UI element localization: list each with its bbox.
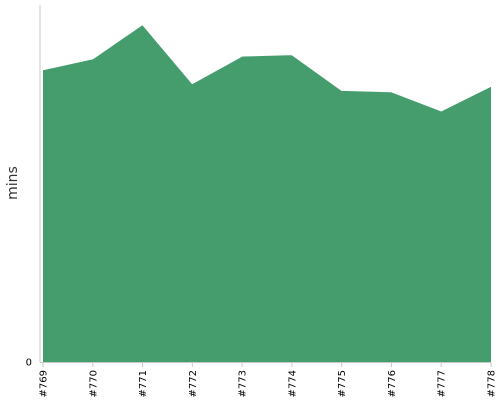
x-tick-label: #770	[88, 370, 99, 397]
area-series-line	[42, 23, 492, 112]
y-axis-ticks: 0	[26, 358, 32, 369]
x-tick-label: #769	[39, 370, 50, 397]
x-tick-label: #772	[188, 370, 199, 397]
x-axis-ticks: #769 #770 #771 #772 #773 #774 #775 #776 #777 #778	[39, 362, 498, 397]
x-tick-label: #773	[238, 370, 249, 397]
y-tick-label: 0	[26, 358, 32, 369]
x-tick-label: #777	[437, 370, 448, 397]
x-tick-label: #778	[487, 370, 498, 397]
x-tick-label: #774	[287, 370, 298, 397]
x-tick-label: #775	[337, 370, 348, 397]
x-tick-label: #771	[138, 370, 149, 397]
plot-area	[42, 23, 492, 362]
y-axis-title: mins	[5, 166, 21, 200]
area-series	[43, 24, 491, 362]
x-tick-label: #776	[387, 370, 398, 397]
